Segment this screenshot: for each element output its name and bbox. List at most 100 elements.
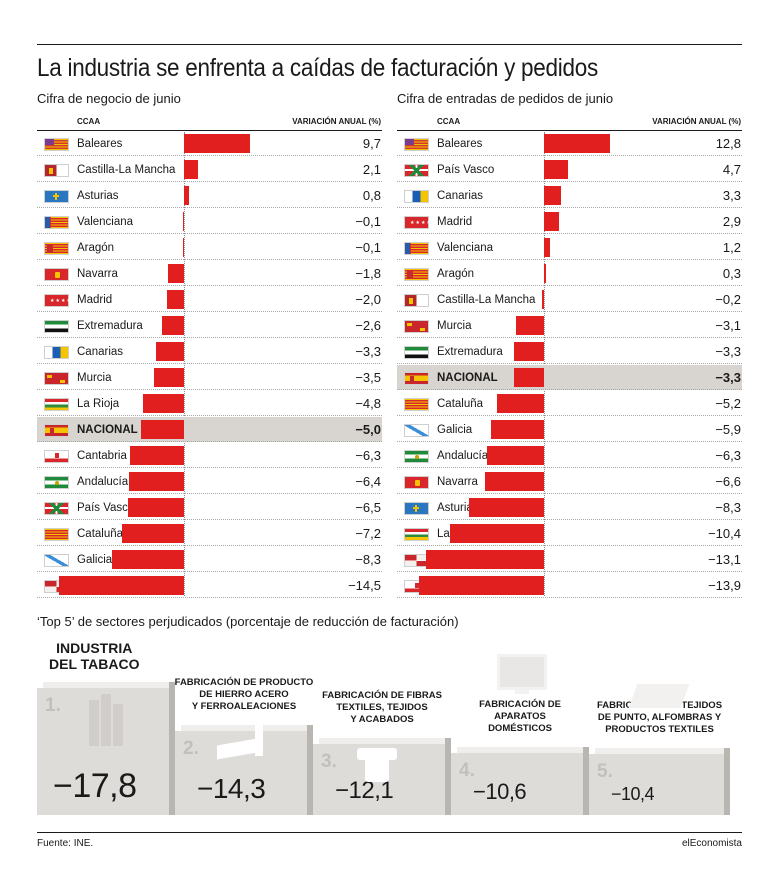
sector-label-line: DE HIERRO ACERO [199, 689, 289, 701]
region-label: Castilla-La Mancha [77, 164, 176, 176]
orders-row: Canarias 3,3 [397, 183, 742, 208]
espana-flag-icon [44, 424, 69, 437]
region-label: Canarias [437, 190, 484, 202]
orders-row: Cataluña −5,2 [397, 391, 742, 416]
value-label: −3,3 [355, 344, 381, 359]
bar [161, 316, 184, 335]
value-label: −0,2 [715, 292, 741, 307]
sales-row: Cataluña −7,2 [37, 521, 382, 546]
andalucia-flag-icon [44, 476, 69, 489]
region-label: Baleares [437, 138, 483, 150]
value-label: −3,3 [715, 370, 741, 385]
top-rule [37, 44, 742, 45]
sales-row: Cantabria −6,3 [37, 443, 382, 468]
region-label: Galicia [77, 554, 113, 566]
orders-row: Asturias −8,3 [397, 495, 742, 520]
sector-label: FABRICACIÓN DE FIBRAS TEXTILES, TEJIDOS Y … [307, 690, 457, 726]
sales-row: Baleares 9,7 [37, 131, 382, 156]
navarra-flag-icon [44, 268, 69, 281]
sales-row: La Rioja −4,8 [37, 391, 382, 416]
orders-row: Aragón 0,3 [397, 261, 742, 286]
value-label: −0,1 [355, 214, 381, 229]
region-label: Andalucía [437, 450, 489, 462]
baleares-flag-icon [404, 138, 429, 151]
region-label: Extremadura [437, 346, 503, 358]
chart-left-title: Cifra de negocio de junio [37, 91, 181, 106]
sectors-title: ‘Top 5’ de sectores perjudicados (porcen… [37, 614, 459, 629]
murcia-flag-icon [404, 320, 429, 333]
region-label: Cantabria [77, 450, 127, 462]
pais-vasco-flag-icon [44, 502, 69, 515]
bar [183, 238, 184, 257]
value-label: −7,2 [355, 526, 381, 541]
orders-row: Castilla-La Mancha −0,2 [397, 287, 742, 312]
region-label: Murcia [77, 372, 112, 384]
region-label: País Vasco [437, 164, 495, 176]
sector-label: INDUSTRIA DEL TABACO [49, 640, 139, 672]
step-side-face [169, 682, 175, 815]
region-label: Baleares [77, 138, 123, 150]
bar [129, 446, 184, 465]
value-label: −14,5 [348, 578, 381, 593]
bar [484, 472, 544, 491]
value-label: −3,5 [355, 370, 381, 385]
sector-label-line: FABRICACIÓN DE FIBRAS [322, 690, 442, 702]
brand-logo: elEconomista [681, 838, 742, 849]
bar [140, 420, 184, 439]
sector-label: FABRICACIÓN DE PRODUCTO DE HIERRO ACERO Y … [169, 677, 319, 713]
rank-number: 2. [183, 738, 199, 760]
orders-row: ★★★★ Madrid 2,9 [397, 209, 742, 234]
region-label: NACIONAL [437, 372, 498, 384]
value-label: 0,8 [362, 188, 381, 203]
step-top-face [319, 738, 451, 745]
step-side-face [724, 748, 730, 815]
canarias-flag-icon [404, 190, 429, 203]
cataluna-flag-icon [404, 398, 429, 411]
sales-row: Asturias 0,8 [37, 183, 382, 208]
value-label: −10,4 [708, 526, 741, 541]
region-label: Navarra [77, 268, 118, 280]
sector-label-line: Y FERROALEACIONES [191, 701, 297, 713]
value-label: −5,2 [715, 396, 741, 411]
value-label: −8,3 [355, 552, 381, 567]
column-header-value: VARIACIÓN ANUAL (%) [652, 117, 741, 126]
bar [544, 186, 562, 205]
bar [419, 576, 544, 595]
asturias-flag-icon [44, 190, 69, 203]
region-label: Asturias [437, 502, 479, 514]
region-label: Asturias [77, 190, 119, 202]
step-top-face [43, 682, 175, 688]
sales-row: Murcia −3,5 [37, 365, 382, 390]
region-label: Cataluña [437, 398, 484, 410]
sales-row: Castilla-La Mancha 2,1 [37, 157, 382, 182]
bar [142, 394, 184, 413]
chart-right-title: Cifra de entradas de pedidos de junio [397, 91, 614, 106]
valenciana-flag-icon [44, 216, 69, 229]
bar [487, 446, 544, 465]
bar [184, 160, 199, 179]
sector-label-line: DOMÉSTICOS [488, 722, 552, 734]
bar [184, 186, 190, 205]
column-header-value: VARIACIÓN ANUAL (%) [292, 117, 381, 126]
sector-value: −10,4 [611, 784, 655, 804]
divider-line [544, 132, 545, 596]
bar [112, 550, 184, 569]
sales-chart-header: CCAA VARIACIÓN ANUAL (%) [37, 112, 382, 131]
orders-row: Valenciana 1,2 [397, 235, 742, 260]
value-label: −13,9 [708, 578, 741, 593]
region-label: Madrid [77, 294, 113, 306]
region-label: Galicia [437, 424, 473, 436]
region-label: Cataluña [77, 528, 124, 540]
extremadura-flag-icon [44, 320, 69, 333]
andalucia-flag-icon [404, 450, 429, 463]
baleares-flag-icon [44, 138, 69, 151]
orders-chart: CCAA VARIACIÓN ANUAL (%) Baleares 12,8 Paí… [397, 112, 742, 598]
asturias-flag-icon [404, 502, 429, 515]
value-label: −5,0 [355, 422, 381, 437]
value-label: 4,7 [722, 162, 741, 177]
value-label: −5,9 [715, 422, 741, 437]
step-top-face [181, 725, 313, 732]
value-label: 0,3 [722, 266, 741, 281]
sales-row: Extremadura −2,6 [37, 313, 382, 338]
carpet-icon [628, 678, 690, 734]
